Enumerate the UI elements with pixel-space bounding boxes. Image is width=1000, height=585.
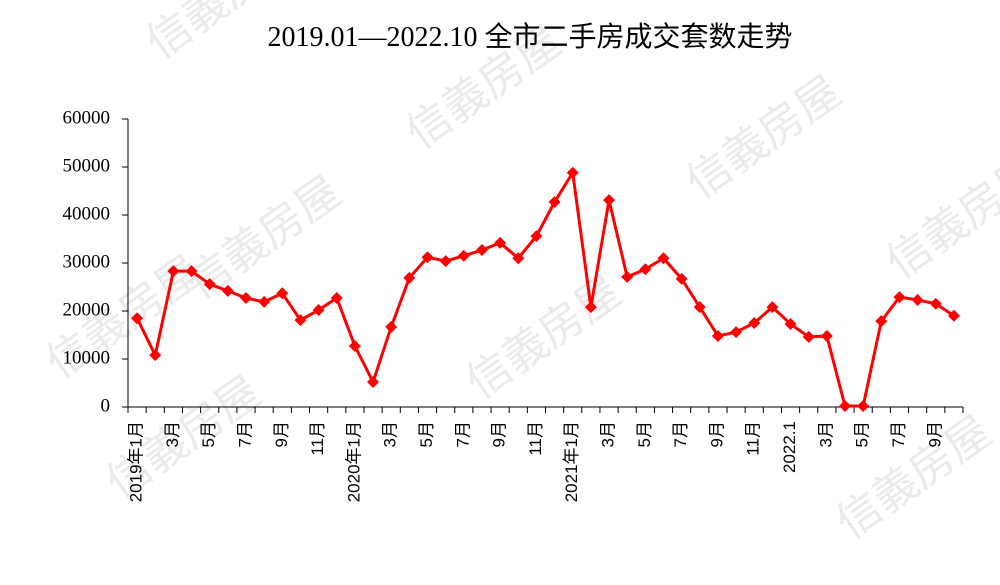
watermark: 信義房屋 <box>677 66 850 209</box>
x-tick-label: 3月 <box>381 421 400 447</box>
marker <box>385 320 398 333</box>
marker <box>893 291 906 304</box>
x-tick-label: 2022.1 <box>780 421 799 473</box>
line <box>135 168 955 408</box>
marker <box>657 252 670 265</box>
x-tick-label: 11月 <box>744 421 763 456</box>
marker <box>675 272 688 285</box>
marker <box>911 293 924 306</box>
marker <box>730 326 743 339</box>
y-tick-label: 60000 <box>63 107 111 128</box>
watermark-layer: 信義房屋信義房屋信義房屋信義房屋信義房屋信義房屋信義房屋信義房屋信義房屋 <box>37 0 1000 549</box>
marker <box>929 297 942 310</box>
x-tick-label: 7月 <box>671 421 690 447</box>
x-tick-label: 3月 <box>816 421 835 447</box>
marker <box>548 196 561 209</box>
marker <box>693 301 706 314</box>
y-tick-label: 30000 <box>63 251 111 272</box>
x-tick-label: 2020年1月 <box>344 421 363 502</box>
chart-title: 2019.01—2022.10 全市二手房成交套数走势 <box>267 21 792 53</box>
watermark: 信義房屋 <box>877 146 1000 289</box>
marker <box>494 236 507 249</box>
y-tick-label: 50000 <box>63 155 111 176</box>
x-tick-label: 5月 <box>199 421 218 447</box>
marker <box>403 271 416 284</box>
x-tick-label: 7月 <box>235 421 254 447</box>
x-tick-label: 7月 <box>889 421 908 447</box>
marker <box>820 329 833 342</box>
marker <box>603 194 616 207</box>
x-tick-label: 9月 <box>490 421 509 447</box>
marker <box>276 287 289 300</box>
marker <box>167 265 180 278</box>
marker <box>149 349 162 362</box>
x-tick-label: 7月 <box>453 421 472 447</box>
marker <box>639 263 652 276</box>
marker <box>312 304 325 317</box>
y-tick-label: 40000 <box>63 203 111 224</box>
marker <box>185 265 198 278</box>
x-tick-label: 5月 <box>635 421 654 447</box>
x-tick-label: 9月 <box>925 421 944 447</box>
x-tick-label: 3月 <box>163 421 182 447</box>
marker <box>839 400 852 413</box>
marker <box>566 166 579 179</box>
marker <box>421 251 434 264</box>
marker <box>621 270 634 283</box>
marker <box>857 400 870 413</box>
marker <box>131 312 144 325</box>
marker <box>294 314 307 327</box>
x-tick-label: 9月 <box>272 421 291 447</box>
marker <box>203 278 216 291</box>
watermark: 信義房屋 <box>457 266 630 409</box>
y-tick-label: 10000 <box>63 347 111 368</box>
marker <box>239 292 252 305</box>
marker <box>802 330 815 343</box>
x-tick-label: 11月 <box>308 421 327 456</box>
marker <box>475 244 488 257</box>
marker <box>221 284 234 297</box>
x-tick-label: 5月 <box>853 421 872 447</box>
marker <box>330 292 343 305</box>
x-tick-label: 2019年1月 <box>127 421 146 502</box>
marker <box>748 317 761 329</box>
marker <box>512 252 525 265</box>
marker <box>439 255 452 268</box>
marker <box>348 340 361 353</box>
marker <box>711 329 724 342</box>
marker <box>875 315 888 328</box>
y-tick-label: 0 <box>101 395 111 416</box>
marker <box>584 301 597 314</box>
marker <box>784 317 797 330</box>
x-tick-label: 11月 <box>526 421 545 456</box>
marker <box>258 295 271 308</box>
x-tick-label: 9月 <box>707 421 726 447</box>
marker <box>530 230 543 243</box>
marker <box>766 301 779 314</box>
x-tick-label: 2021年1月 <box>562 421 581 502</box>
marker <box>947 309 960 322</box>
marker <box>457 249 470 262</box>
marker <box>367 376 380 389</box>
x-tick-label: 5月 <box>417 421 436 447</box>
y-tick-label: 20000 <box>63 299 111 320</box>
x-tick-label: 3月 <box>599 421 618 447</box>
